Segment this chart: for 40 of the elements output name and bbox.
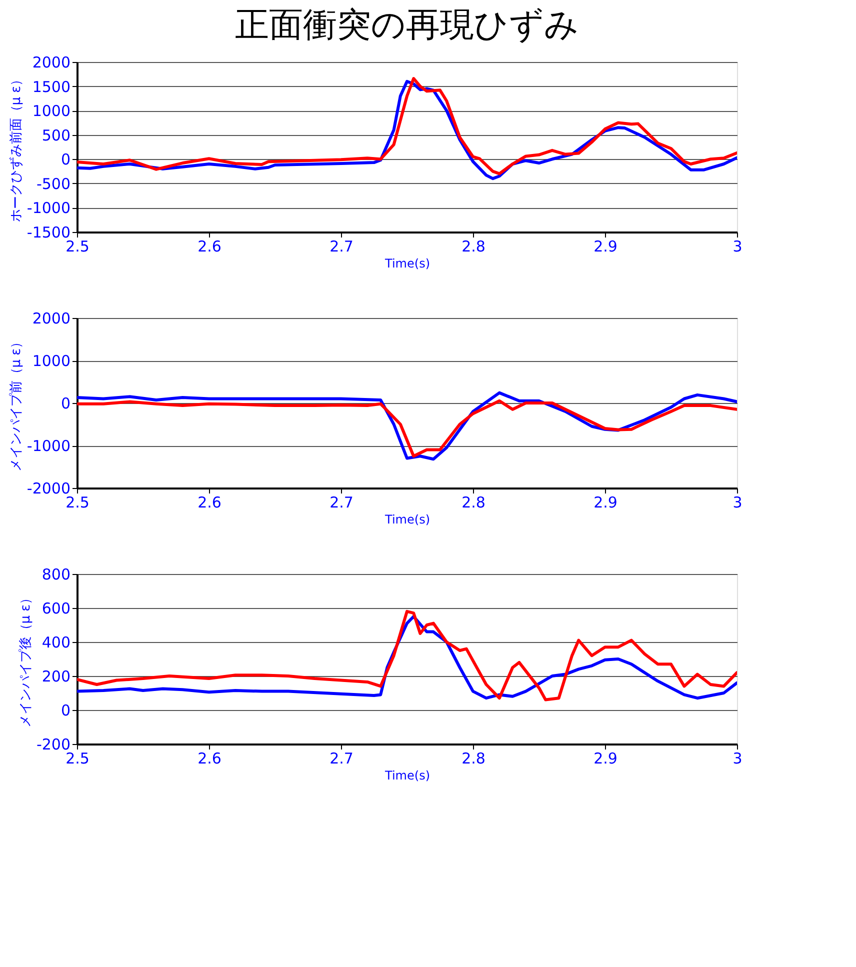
x-tick-label: 2.9 xyxy=(594,238,618,256)
chart-title: 正面衝突の再現ひずみ xyxy=(235,5,579,45)
y-tick-label: 1000 xyxy=(32,352,70,370)
x-tick-label: 2.6 xyxy=(198,750,222,768)
x-tick-label: 2.8 xyxy=(462,494,486,512)
y-tick-label: 200 xyxy=(42,668,70,686)
y-tick-label: 800 xyxy=(42,566,70,584)
y-tick-label: 600 xyxy=(42,600,70,618)
y-tick-label: 400 xyxy=(42,634,70,652)
x-tick-label: 2.6 xyxy=(198,238,222,256)
y-tick-label: 2000 xyxy=(32,54,70,72)
y-axis-title: ホークひずみ前面（μ ε） xyxy=(8,72,24,222)
x-axis-title: Time(s) xyxy=(384,256,430,270)
line-series xyxy=(77,391,737,461)
y-tick-label: 0 xyxy=(60,394,70,412)
y-tick-label: 1500 xyxy=(32,78,70,96)
y-axis-title: メインパイプ前（μ ε） xyxy=(8,335,24,472)
x-axis-title: Time(s) xyxy=(384,768,430,782)
x-tick-label: 2.9 xyxy=(594,494,618,512)
y-axis-title: メインパイプ後（μ ε） xyxy=(18,591,34,728)
x-tick-label: 3 xyxy=(732,238,742,256)
x-tick-label: 2.7 xyxy=(330,750,354,768)
y-tick-label: 2000 xyxy=(32,310,70,328)
y-tick-label: -1000 xyxy=(26,437,70,455)
line-series xyxy=(77,399,737,458)
x-tick-label: 2.8 xyxy=(462,238,486,256)
y-tick-label: -1000 xyxy=(26,199,70,218)
y-tick-label: 500 xyxy=(42,126,70,144)
y-tick-label: 0 xyxy=(60,702,70,720)
x-tick-label: 3 xyxy=(732,494,742,512)
x-tick-label: 2.6 xyxy=(198,494,222,512)
y-tick-label: 0 xyxy=(60,150,70,169)
x-tick-label: 3 xyxy=(732,750,742,768)
x-tick-label: 2.9 xyxy=(594,750,618,768)
x-tick-label: 2.8 xyxy=(462,750,486,768)
x-axis-title: Time(s) xyxy=(384,512,430,526)
y-tick-label: -500 xyxy=(36,174,70,193)
x-tick-label: 2.7 xyxy=(330,238,354,256)
x-tick-label: 2.7 xyxy=(330,494,354,512)
y-tick-label: 1000 xyxy=(32,102,70,120)
